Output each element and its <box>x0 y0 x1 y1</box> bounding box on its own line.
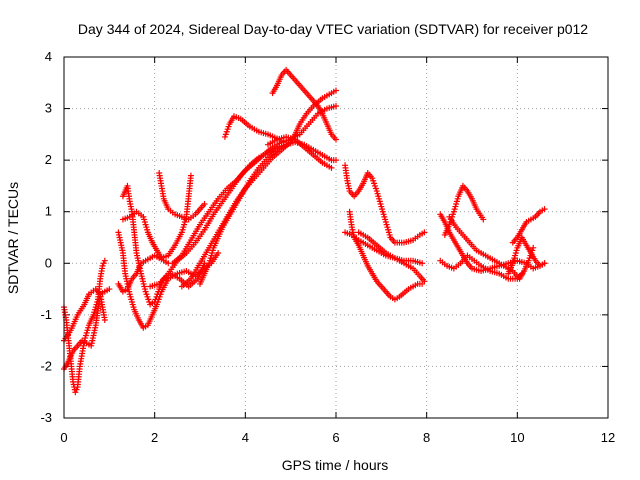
y-tick-label: -2 <box>40 358 52 373</box>
x-tick-label: 4 <box>242 430 249 445</box>
x-tick-label: 12 <box>601 430 615 445</box>
data-point-marker <box>480 216 487 223</box>
y-tick-label: 4 <box>45 49 52 64</box>
data-point-marker <box>541 260 548 267</box>
grid <box>64 57 608 418</box>
series-arc-3 <box>61 286 108 344</box>
data-point-marker <box>101 257 108 264</box>
x-tick-label: 10 <box>510 430 524 445</box>
data-point-marker <box>201 200 208 207</box>
data-point-marker <box>421 229 428 236</box>
data-point-marker <box>419 260 426 267</box>
series-arc-25 <box>505 234 548 277</box>
data-point-marker <box>101 317 108 324</box>
x-tick-label: 8 <box>423 430 430 445</box>
y-tick-label: -3 <box>40 410 52 425</box>
series-arc-16 <box>342 162 428 246</box>
x-axis-label: GPS time / hours <box>282 457 389 473</box>
plot-frame <box>63 56 609 419</box>
series-arc-8 <box>156 170 208 223</box>
data-point-marker <box>530 244 537 251</box>
data-points <box>61 66 548 396</box>
series-arc-19 <box>355 229 428 285</box>
y-tick-label: 3 <box>45 101 52 116</box>
y-tick-label: 2 <box>45 152 52 167</box>
series-arc-6 <box>115 252 172 295</box>
x-tick-label: 0 <box>60 430 67 445</box>
x-tick-label: 2 <box>151 430 158 445</box>
data-point-marker <box>421 278 428 285</box>
data-point-marker <box>333 136 339 143</box>
chart-title: Day 344 of 2024, Sidereal Day-to-day VTE… <box>78 21 588 37</box>
x-tick-label: 6 <box>332 430 339 445</box>
series-arc-18 <box>346 208 426 303</box>
data-point-marker <box>333 102 339 109</box>
y-tick-label: 0 <box>45 255 52 270</box>
series-arc-15 <box>265 133 335 171</box>
data-point-marker <box>541 206 548 213</box>
y-axis-label: SDTVAR / TECUs <box>5 182 21 294</box>
y-tick-label: -1 <box>40 307 52 322</box>
y-tick-label: 1 <box>45 204 52 219</box>
data-point-marker <box>333 87 339 94</box>
data-point-marker <box>215 249 222 256</box>
data-point-marker <box>333 157 339 164</box>
series-arc-24 <box>509 206 548 246</box>
series-arc-12 <box>197 141 290 287</box>
series-arc-14 <box>269 66 339 143</box>
data-point-marker <box>187 172 194 179</box>
data-point-marker <box>106 286 113 293</box>
series-arc-1 <box>61 257 108 396</box>
series-arc-2 <box>61 286 113 373</box>
data-point-marker <box>328 164 335 171</box>
series-arc-5 <box>119 182 208 308</box>
